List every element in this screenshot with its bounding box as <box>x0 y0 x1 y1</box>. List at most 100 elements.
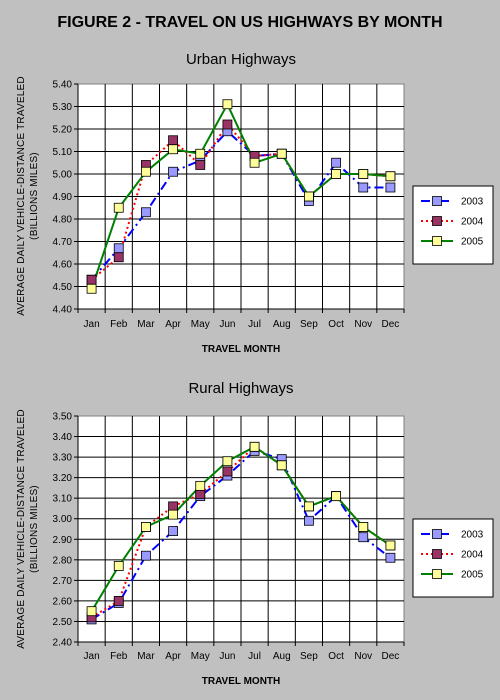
series-line-2005 <box>90 445 391 612</box>
x-tick-label-apr: Apr <box>165 319 181 330</box>
rural-highways-chart: Rural Highways 2.40 2.50 2.60 2.70 2.80 2.90 3.… <box>16 380 494 687</box>
series-line-2004 <box>90 123 391 281</box>
legend-label-2003: 2003 <box>461 530 484 541</box>
data-point-2004-feb <box>113 596 124 606</box>
data-point-2003-apr <box>168 526 178 536</box>
data-point-2005-jul <box>249 157 260 168</box>
data-point-2004-jun <box>222 119 233 130</box>
data-point-2005-jan <box>86 606 97 617</box>
legend-label-2005: 2005 <box>461 237 484 248</box>
data-point-2004-feb <box>113 252 124 263</box>
chart-title: Rural Highways <box>188 380 293 397</box>
data-point-2005-oct <box>331 491 341 502</box>
y-tick-label: 3.50 <box>53 412 73 423</box>
data-point-2005-jul <box>249 441 260 452</box>
data-point-2005-apr <box>168 509 178 520</box>
x-tick-label-aug: Aug <box>273 319 291 330</box>
legend-marker-2004 <box>432 216 442 226</box>
data-point-2005-jan <box>86 283 97 294</box>
y-tick-label: 2.90 <box>53 535 73 546</box>
data-point-2003-dec <box>385 182 396 193</box>
data-point-2005-aug <box>276 148 287 159</box>
legend-label-2004: 2004 <box>461 550 484 561</box>
x-tick-label-dec: Dec <box>382 319 400 330</box>
data-point-2005-jun <box>222 456 233 467</box>
data-point-2003-nov <box>358 532 369 543</box>
data-point-2005-mar <box>141 166 151 177</box>
data-point-2005-oct <box>331 169 341 179</box>
data-point-2003-mar <box>141 550 151 561</box>
y-tick-label: 3.10 <box>53 494 73 505</box>
y-axis-label-units: (BILLIONS MILES) <box>29 152 40 240</box>
y-tick-label: 4.70 <box>53 237 73 248</box>
x-tick-label-dec: Dec <box>382 651 400 662</box>
data-point-2005-apr <box>168 144 178 155</box>
y-tick-label: 5.10 <box>53 147 73 158</box>
y-tick-label: 2.40 <box>53 638 73 649</box>
data-point-2005-sep <box>304 501 314 512</box>
x-tick-label-sep: Sep <box>300 319 318 330</box>
x-axis-label: TRAVEL MONTH <box>202 676 281 687</box>
y-tick-label: 2.60 <box>53 596 73 607</box>
data-point-2005-may <box>195 148 206 159</box>
y-tick-label: 3.40 <box>53 432 73 443</box>
x-tick-label-mar: Mar <box>137 651 155 662</box>
data-point-2004-may <box>195 160 206 170</box>
y-tick-label: 5.40 <box>53 80 73 91</box>
data-point-2003-nov <box>358 182 369 193</box>
x-tick-label-oct: Oct <box>328 319 344 330</box>
data-point-2005-mar <box>141 522 151 532</box>
data-point-2005-feb <box>113 561 124 571</box>
x-axis-label: TRAVEL MONTH <box>202 344 281 355</box>
chart-title: Urban Highways <box>186 51 296 68</box>
data-point-2005-may <box>195 480 206 491</box>
x-tick-label-mar: Mar <box>137 319 155 330</box>
data-point-2004-apr <box>168 135 178 146</box>
y-tick-label: 4.60 <box>53 260 73 271</box>
x-tick-label-jun: Jun <box>219 651 235 662</box>
legend-marker-2003 <box>432 196 442 206</box>
y-axis-label-units: (BILLIONS MILES) <box>29 485 40 573</box>
x-tick-label-jul: Jul <box>248 651 261 662</box>
x-tick-label-may: May <box>191 319 210 330</box>
y-tick-label: 4.50 <box>53 282 73 293</box>
x-tick-label-jul: Jul <box>248 319 261 330</box>
x-tick-label-jun: Jun <box>219 319 235 330</box>
data-point-2003-oct <box>331 157 341 168</box>
legend-marker-2003 <box>432 529 442 539</box>
data-point-2005-nov <box>358 169 369 179</box>
y-tick-label: 5.00 <box>53 170 73 181</box>
data-point-2005-dec <box>385 540 396 551</box>
data-point-2003-feb <box>113 243 124 254</box>
data-point-2003-apr <box>168 166 178 177</box>
x-tick-label-jan: Jan <box>84 651 100 662</box>
y-tick-label: 3.20 <box>53 473 73 484</box>
figure-title: FIGURE 2 - TRAVEL ON US HIGHWAYS BY MONT… <box>57 14 442 31</box>
x-tick-label-jan: Jan <box>84 319 100 330</box>
legend-label-2005: 2005 <box>461 570 484 581</box>
legend-marker-2004 <box>432 549 442 559</box>
x-tick-label-oct: Oct <box>328 651 344 662</box>
y-tick-label: 2.80 <box>53 555 73 566</box>
urban-highways-chart: Urban Highways 4.40 4.50 4.60 4.70 4.80 4.90 5.… <box>16 51 494 355</box>
data-point-2004-apr <box>168 501 178 512</box>
x-tick-label-feb: Feb <box>110 651 128 662</box>
x-tick-label-apr: Apr <box>165 651 181 662</box>
data-point-2003-mar <box>141 207 151 218</box>
series-line-2003 <box>90 130 391 281</box>
x-tick-label-may: May <box>191 651 210 662</box>
y-tick-label: 5.20 <box>53 125 73 136</box>
y-tick-label: 3.00 <box>53 514 73 525</box>
x-tick-label-aug: Aug <box>273 651 291 662</box>
legend-marker-2005 <box>432 236 442 246</box>
x-tick-label-sep: Sep <box>300 651 318 662</box>
data-point-2005-sep <box>304 191 314 202</box>
legend-label-2003: 2003 <box>461 197 484 208</box>
y-tick-label: 4.80 <box>53 215 73 226</box>
y-axis-label: AVERAGE DAILY VEHICLE-DISTANCE TRAVELED <box>16 409 27 649</box>
data-point-2004-jan <box>86 274 97 285</box>
data-point-2005-nov <box>358 522 369 532</box>
data-point-2003-dec <box>385 552 396 563</box>
y-tick-label: 4.40 <box>53 305 73 316</box>
